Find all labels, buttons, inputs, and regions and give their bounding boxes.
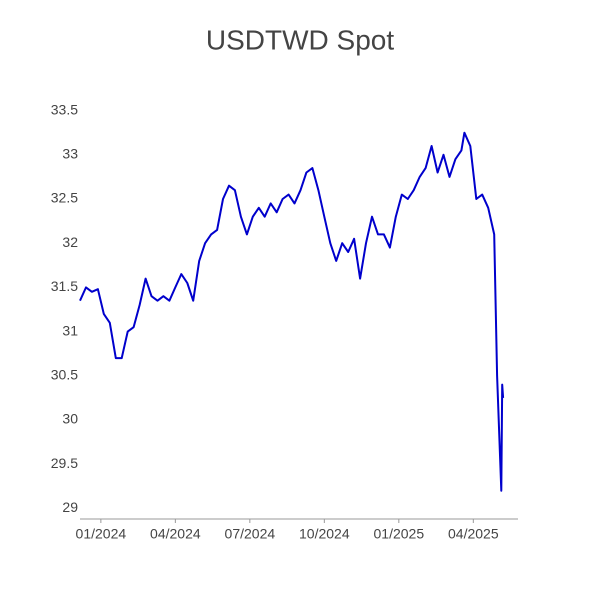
x-tick-label: 10/2024 [299,526,350,542]
y-tick-label: 29 [62,499,78,515]
x-tick-label: 04/2025 [448,526,499,542]
x-tick-label: 07/2024 [225,526,276,542]
y-tick-label: 32 [62,234,78,250]
y-tick-label: 31 [62,322,78,338]
y-tick-label: 33 [62,146,78,162]
x-tick-label: 01/2024 [76,526,127,542]
y-tick-label: 33.5 [51,101,78,117]
x-tick-label: 04/2024 [150,526,201,542]
chart-title: USDTWD Spot [206,24,394,55]
y-tick-label: 32.5 [51,190,78,206]
y-tick-label: 30.5 [51,367,78,383]
y-tick-label: 31.5 [51,278,78,294]
x-tick-label: 01/2025 [374,526,425,542]
y-tick-label: 29.5 [51,455,78,471]
y-tick-label: 30 [62,411,78,427]
line-series [79,131,505,492]
